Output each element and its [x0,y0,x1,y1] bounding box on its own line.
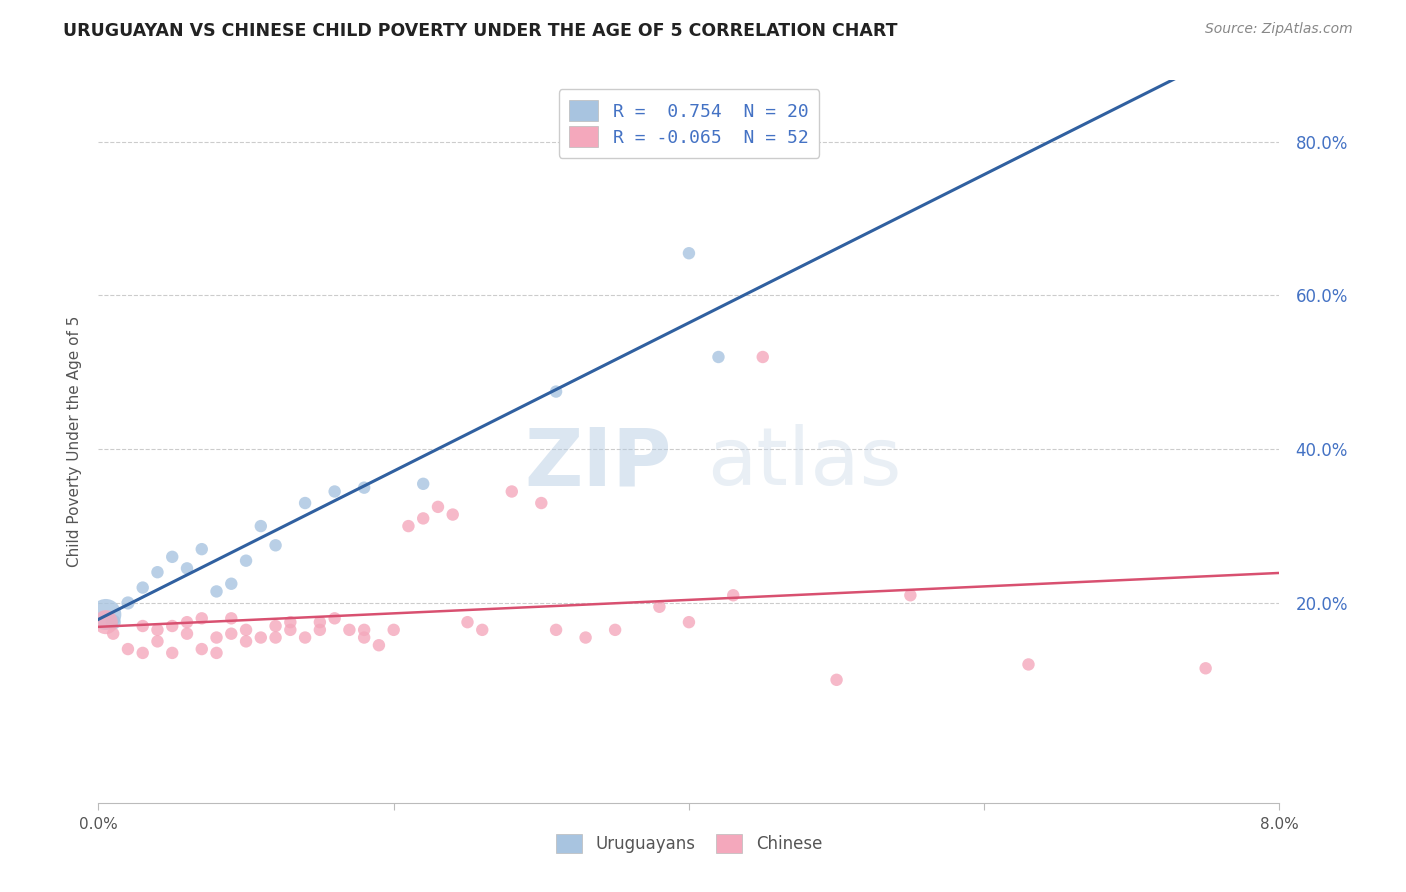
Point [412,476,434,491]
Point [221,611,243,625]
Point [221,576,243,591]
Point [368,638,391,652]
Point [205,584,228,599]
Point [707,350,730,364]
Point [457,615,479,630]
Point [323,611,346,625]
Point [900,588,922,602]
Point [205,646,228,660]
Point [441,508,464,522]
Point [264,631,287,645]
Point [309,615,332,630]
Point [94,615,117,630]
Point [235,623,257,637]
Point [323,484,346,499]
Point [678,615,700,630]
Point [294,631,316,645]
Point [353,481,375,495]
Point [264,619,287,633]
Text: atlas: atlas [707,425,901,502]
Point [146,565,169,579]
Point [162,619,183,633]
Text: Source: ZipAtlas.com: Source: ZipAtlas.com [1205,22,1353,37]
Point [353,631,375,645]
Point [280,615,302,630]
Legend: Uruguayans, Chinese: Uruguayans, Chinese [550,827,828,860]
Point [427,500,450,514]
Point [132,581,155,595]
Point [1195,661,1218,675]
Point [146,623,169,637]
Point [235,634,257,648]
Point [250,519,273,533]
Point [546,384,568,399]
Point [94,607,117,622]
Point [605,623,627,637]
Point [309,623,332,637]
Point [575,631,598,645]
Point [132,646,155,660]
Point [103,615,125,630]
Point [678,246,700,260]
Point [648,599,671,614]
Point [117,596,139,610]
Point [280,623,302,637]
Point [162,646,183,660]
Point [382,623,405,637]
Point [412,511,434,525]
Point [825,673,848,687]
Point [103,626,125,640]
Point [176,561,198,575]
Point [723,588,745,602]
Point [250,631,273,645]
Point [530,496,553,510]
Text: URUGUAYAN VS CHINESE CHILD POVERTY UNDER THE AGE OF 5 CORRELATION CHART: URUGUAYAN VS CHINESE CHILD POVERTY UNDER… [63,22,898,40]
Point [191,542,214,557]
Point [339,623,361,637]
Point [205,631,228,645]
Point [294,496,316,510]
Point [398,519,420,533]
Point [221,626,243,640]
Point [752,350,775,364]
Point [546,623,568,637]
Point [176,626,198,640]
Point [146,634,169,648]
Point [1018,657,1040,672]
Point [264,538,287,552]
Text: ZIP: ZIP [524,425,671,502]
Point [235,554,257,568]
Point [132,619,155,633]
Point [353,623,375,637]
Y-axis label: Child Poverty Under the Age of 5: Child Poverty Under the Age of 5 [66,316,82,567]
Point [162,549,183,564]
Point [471,623,494,637]
Point [191,642,214,657]
Point [117,642,139,657]
Point [176,615,198,630]
Point [501,484,523,499]
Point [191,611,214,625]
